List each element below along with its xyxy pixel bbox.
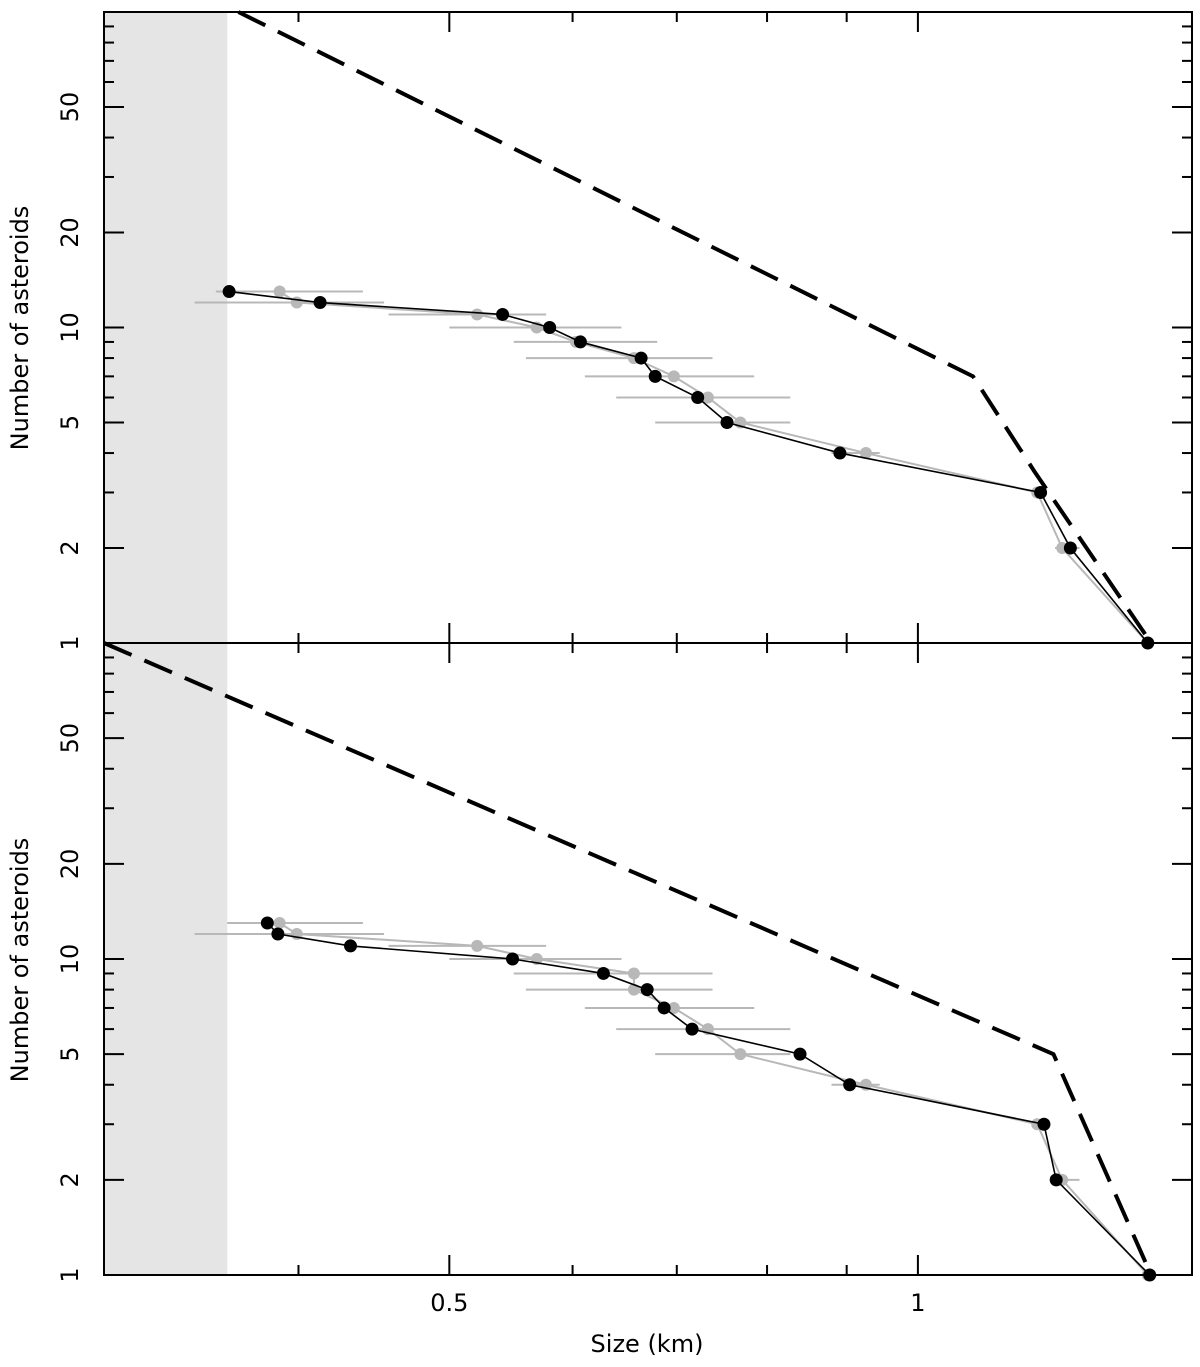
grey-data-point <box>701 391 714 404</box>
chart-panel-top: 1 2 5 10 20 50 Number of asteroids <box>6 10 1193 651</box>
y-tick-label: 10 <box>56 944 84 975</box>
y-tick-label: 10 <box>56 312 84 343</box>
black-data-point <box>648 369 662 383</box>
shaded-region <box>104 643 228 1275</box>
x-axis-label: Size (km) <box>591 1330 704 1358</box>
black-data-point <box>657 1001 671 1015</box>
shaded-region <box>104 12 228 643</box>
dashed-model-line <box>237 10 1153 645</box>
black-data-point <box>634 351 648 365</box>
black-data-point <box>506 952 520 966</box>
x-tick-label: 0.5 <box>430 1289 468 1317</box>
grey-data-point <box>471 939 484 952</box>
x-tick-label: 1 <box>910 1289 925 1317</box>
black-data-point <box>1037 1117 1051 1131</box>
black-data-point <box>1049 1173 1063 1187</box>
grey-data-point <box>859 447 872 460</box>
y-ticks: 1 2 5 10 20 50 <box>56 656 1192 1283</box>
black-data-point <box>685 1022 699 1036</box>
dashed-model-polyline <box>237 10 1153 645</box>
y-tick-label: 50 <box>56 92 84 123</box>
black-data-point <box>271 927 285 941</box>
x-ticks: 0.5 1 <box>297 643 926 1317</box>
y-tick-label: 1 <box>56 1267 84 1282</box>
y-tick-label: 1 <box>56 635 84 650</box>
grey-data-point <box>734 1048 747 1061</box>
black-data-point <box>344 939 358 953</box>
y-tick-label: 2 <box>56 540 84 555</box>
black-data-point <box>313 296 327 310</box>
dashed-model-polyline <box>103 641 1153 1276</box>
black-data-point <box>573 335 587 349</box>
black-data-point <box>843 1078 857 1092</box>
black-data-point <box>222 285 236 299</box>
black-data-point <box>793 1047 807 1061</box>
grey-data-point <box>667 1001 680 1014</box>
y-tick-label: 5 <box>56 1046 84 1061</box>
y-tick-label: 50 <box>56 723 84 754</box>
y-tick-label: 2 <box>56 1172 84 1187</box>
y-axis-label: Number of asteroids <box>6 838 34 1083</box>
black-data-point <box>260 916 274 930</box>
grey-data-point <box>667 370 680 383</box>
black-data-point <box>1063 541 1077 555</box>
y-axis-label: Number of asteroids <box>6 206 34 451</box>
black-data-point <box>496 307 510 321</box>
shaded-region-rect <box>104 12 228 643</box>
dashed-model-line <box>103 641 1153 1276</box>
black-data-point <box>543 321 557 334</box>
black-data-point <box>720 415 734 429</box>
shaded-region-rect <box>104 643 228 1275</box>
grey-data-point <box>273 916 286 929</box>
grey-data-point <box>471 308 484 321</box>
x-ticks <box>297 12 919 643</box>
grey-series <box>194 916 1154 1281</box>
black-data-point <box>596 966 610 980</box>
black-data-point <box>691 390 705 404</box>
grey-data-point <box>273 285 286 298</box>
black-series <box>222 285 1155 650</box>
grey-data-point <box>627 967 640 980</box>
black-data-point <box>640 983 654 997</box>
grey-data-point <box>290 296 303 309</box>
y-tick-label: 5 <box>56 415 84 430</box>
y-ticks: 1 2 5 10 20 50 <box>56 25 1192 651</box>
y-tick-label: 20 <box>56 217 84 248</box>
black-data-point <box>1034 485 1048 499</box>
black-series <box>260 916 1157 1282</box>
black-data-point <box>833 446 847 460</box>
y-tick-label: 20 <box>56 849 84 880</box>
